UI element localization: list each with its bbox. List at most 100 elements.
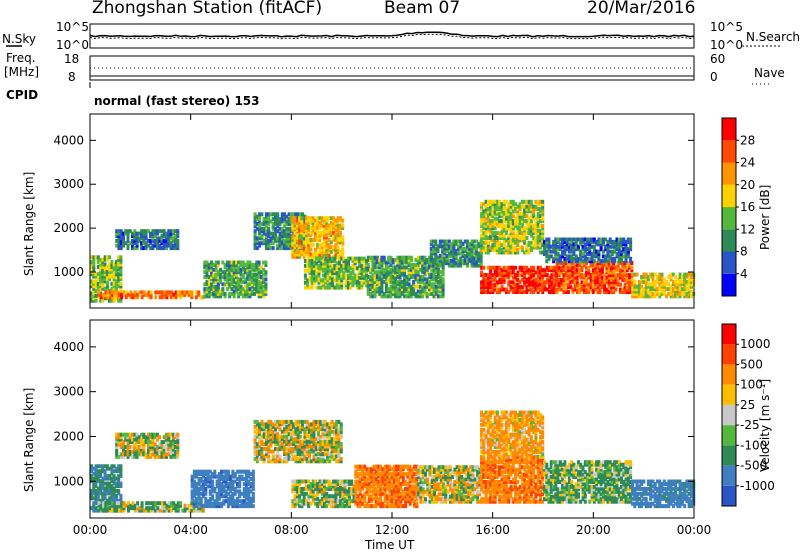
power-cell xyxy=(545,254,549,259)
power-cell xyxy=(674,284,678,289)
power-cell xyxy=(133,246,137,251)
power-cell xyxy=(571,287,575,292)
power-cell xyxy=(276,217,280,222)
power-cell xyxy=(304,247,308,252)
power-cell xyxy=(505,211,508,216)
power-cell xyxy=(606,242,610,247)
power-cell xyxy=(203,294,207,299)
power-cell xyxy=(509,250,513,255)
power-cell xyxy=(541,275,545,280)
power-cell xyxy=(495,273,499,278)
power-cell xyxy=(518,287,522,292)
power-cell xyxy=(416,272,420,277)
power-cell xyxy=(313,261,316,266)
power-cell xyxy=(454,239,458,244)
power-cell xyxy=(439,294,443,299)
power-cell xyxy=(412,282,416,287)
power-cell xyxy=(484,223,488,228)
power-cell xyxy=(230,263,234,267)
power-cell xyxy=(495,207,499,211)
velocity-cell xyxy=(274,432,277,437)
power-cell xyxy=(596,282,600,287)
power-cell xyxy=(271,234,275,238)
power-cell xyxy=(631,277,635,282)
power-cell xyxy=(353,266,357,271)
power-cell xyxy=(667,275,671,279)
power-cell xyxy=(158,246,162,251)
power-cell xyxy=(298,254,302,259)
velocity-cell xyxy=(236,496,239,501)
power-cell xyxy=(358,261,362,266)
power-cell xyxy=(511,223,515,228)
power-cell xyxy=(298,252,302,257)
velocity-cell xyxy=(115,508,119,513)
velocity-cell xyxy=(247,496,251,501)
power-cell xyxy=(607,282,611,287)
power-cell xyxy=(396,263,400,267)
power-cell xyxy=(255,275,259,279)
velocity-cell xyxy=(149,440,153,445)
power-cell xyxy=(511,245,515,250)
power-cell xyxy=(298,216,302,221)
power-cell xyxy=(114,264,118,269)
power-cell xyxy=(304,218,308,223)
power-cell xyxy=(545,244,549,249)
velocity-cell xyxy=(258,449,262,454)
power-cell xyxy=(295,235,299,240)
power-cell xyxy=(500,233,504,238)
velocity-cell xyxy=(92,508,96,513)
power-cell xyxy=(332,233,336,238)
power-cell xyxy=(307,233,311,238)
velocity-cell xyxy=(112,491,116,496)
power-cell xyxy=(626,237,630,242)
power-cell xyxy=(155,241,159,246)
power-cell xyxy=(389,277,393,282)
power-cell xyxy=(434,270,438,275)
velocity-cell xyxy=(226,474,230,479)
power-cell xyxy=(212,291,216,296)
power-cell xyxy=(599,239,603,244)
velocity-cell xyxy=(289,447,293,451)
velocity-cell xyxy=(247,472,251,477)
power-cell xyxy=(119,264,123,269)
power-cell xyxy=(633,272,637,277)
power-cell xyxy=(287,226,291,231)
power-cell xyxy=(511,270,515,275)
power-cell xyxy=(509,238,513,243)
velocity-cell xyxy=(264,439,268,444)
power-cell xyxy=(592,244,596,249)
power-cell xyxy=(337,271,341,276)
power-cell xyxy=(523,238,527,243)
power-cell xyxy=(489,226,493,231)
power-cell xyxy=(572,256,576,261)
power-cell xyxy=(154,295,158,300)
power-cell xyxy=(525,285,529,290)
velocity-cell xyxy=(92,481,96,486)
power-cell xyxy=(495,238,499,243)
power-cell xyxy=(489,211,493,216)
power-cell xyxy=(382,272,386,277)
power-cell xyxy=(235,270,238,275)
power-cell xyxy=(563,252,567,256)
power-cell xyxy=(441,289,445,294)
power-cell xyxy=(317,273,321,278)
power-cell xyxy=(480,219,484,224)
velocity-cell xyxy=(151,447,155,452)
power-cell xyxy=(502,238,506,243)
power-cell xyxy=(212,267,216,272)
power-cell xyxy=(578,287,582,292)
power-cell xyxy=(489,268,493,273)
power-cell xyxy=(394,287,397,292)
velocity-cell xyxy=(245,474,248,479)
power-cell xyxy=(432,294,436,299)
power-cell xyxy=(671,272,675,277)
power-cell xyxy=(327,233,331,238)
power-cell xyxy=(371,258,375,263)
power-cell xyxy=(317,275,321,280)
power-cell xyxy=(541,209,545,214)
power-cell xyxy=(502,268,506,273)
power-cell xyxy=(203,263,207,267)
power-cell xyxy=(113,295,117,300)
power-cell xyxy=(344,273,348,278)
